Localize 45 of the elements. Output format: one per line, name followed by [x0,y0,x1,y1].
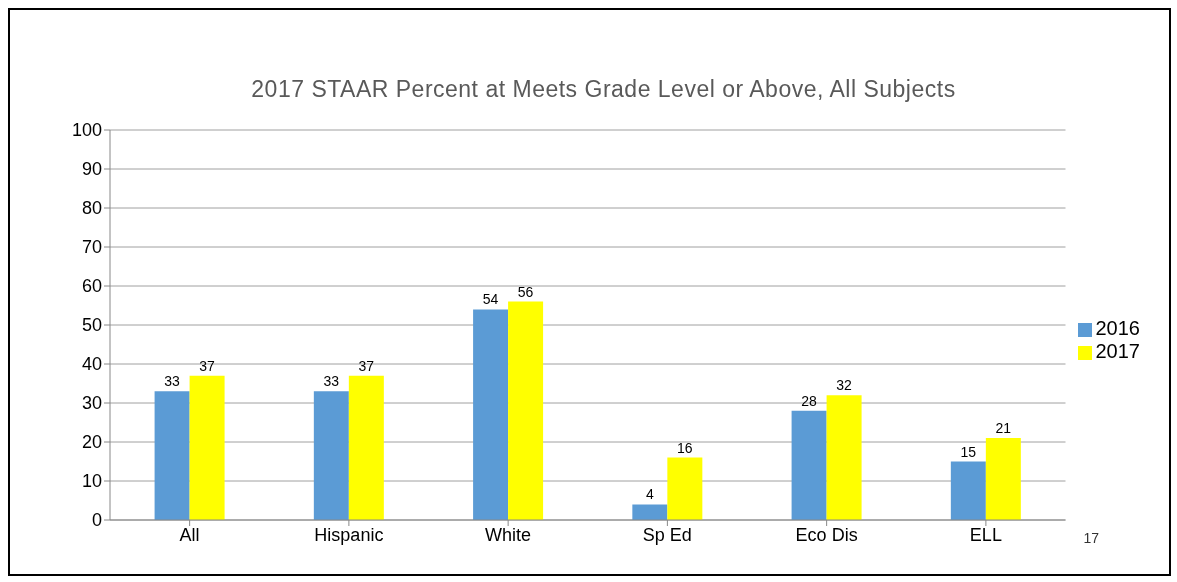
chart-title: 2017 STAAR Percent at Meets Grade Level or Above, All Subjects [250,76,957,103]
bar [473,309,509,520]
data-label: 32 [836,377,853,394]
bar [950,461,986,520]
legend-label: 2016 [1095,317,1140,339]
data-label: 33 [323,373,340,390]
y-tick-label: 60 [81,276,102,297]
bar [313,391,349,520]
data-label: 16 [677,439,693,456]
data-label: 21 [995,420,1012,437]
bar [508,301,544,520]
text: 17 [1083,530,1099,546]
data-label: 4 [645,486,654,503]
legend-label: 2017 [1095,340,1140,362]
data-label: 37 [199,357,216,374]
bar [348,375,384,520]
data-label: 28 [801,392,818,409]
y-tick-label: 20 [81,432,102,453]
bar [985,438,1021,520]
x-tick-label: Sp Ed [642,524,692,545]
data-label: 15 [960,443,977,460]
bar [667,457,703,520]
bar [826,395,862,520]
x-tick-label: ELL [969,524,1002,545]
y-tick-label: 10 [81,471,102,492]
data-label: 37 [358,357,375,374]
y-tick-label: 50 [81,315,102,336]
y-tick-label: 90 [81,159,102,180]
y-tick-label: 80 [81,198,102,219]
x-tick-label: Eco Dis [795,524,858,545]
y-tick-label: 30 [81,393,102,414]
x-tick-label: All [179,524,200,545]
y-tick-label: 70 [81,237,102,258]
y-tick-label: 100 [71,120,102,141]
data-label: 54 [482,291,499,308]
bar [632,504,668,520]
bar [154,391,190,520]
bar [189,375,225,520]
x-tick-label: Hispanic [314,524,384,545]
data-label: 56 [517,283,534,300]
y-tick-label: 0 [91,510,102,531]
data-label: 33 [164,373,181,390]
x-tick-label: White [485,524,532,545]
y-tick-label: 40 [81,354,102,375]
bar [791,410,827,520]
